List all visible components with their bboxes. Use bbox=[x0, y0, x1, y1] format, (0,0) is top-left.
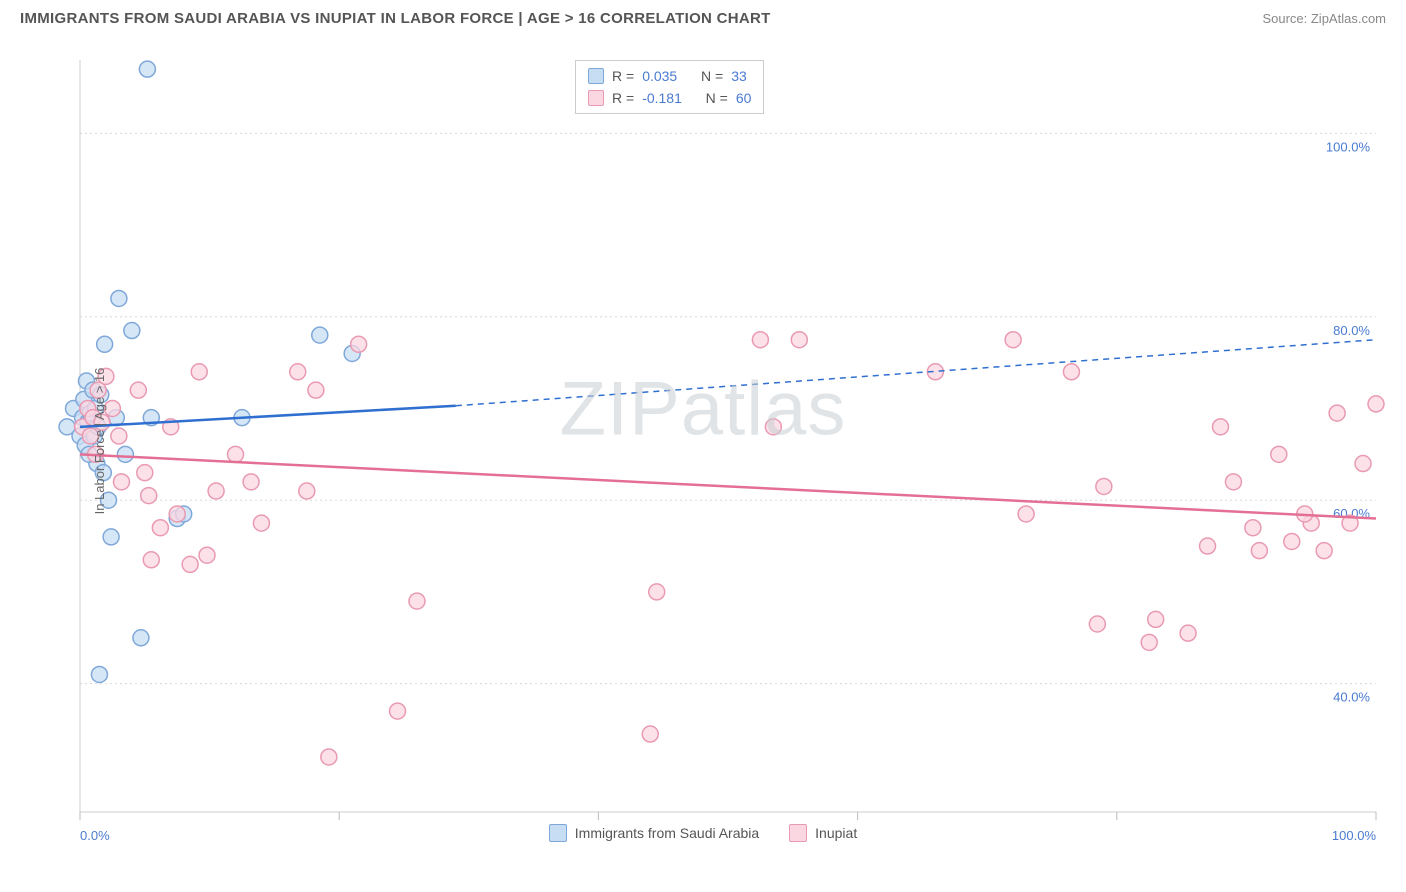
stats-n-value: 33 bbox=[731, 65, 747, 87]
svg-text:100.0%: 100.0% bbox=[1326, 139, 1371, 154]
svg-text:40.0%: 40.0% bbox=[1333, 690, 1370, 705]
stats-r-value: -0.181 bbox=[642, 87, 682, 109]
stats-legend-box: R = 0.035 N = 33R = -0.181 N = 60 bbox=[575, 60, 764, 114]
legend-item: Immigrants from Saudi Arabia bbox=[549, 824, 759, 842]
source-label: Source: ZipAtlas.com bbox=[1262, 11, 1386, 26]
stats-swatch bbox=[588, 68, 604, 84]
legend-swatch bbox=[789, 824, 807, 842]
stats-row: R = -0.181 N = 60 bbox=[588, 87, 751, 109]
legend-swatch bbox=[549, 824, 567, 842]
svg-text:80.0%: 80.0% bbox=[1333, 323, 1370, 338]
stats-n-label: N = bbox=[706, 87, 728, 109]
stats-r-label: R = bbox=[612, 87, 634, 109]
legend-label: Inupiat bbox=[815, 825, 857, 841]
stats-n-label: N = bbox=[701, 65, 723, 87]
legend-label: Immigrants from Saudi Arabia bbox=[575, 825, 759, 841]
header: IMMIGRANTS FROM SAUDI ARABIA VS INUPIAT … bbox=[0, 0, 1406, 33]
chart-container: In Labor Force | Age > 16 ZIPatlas 40.0%… bbox=[20, 40, 1386, 842]
legend-item: Inupiat bbox=[789, 824, 857, 842]
stats-r-label: R = bbox=[612, 65, 634, 87]
stats-r-value: 0.035 bbox=[642, 65, 677, 87]
chart-title: IMMIGRANTS FROM SAUDI ARABIA VS INUPIAT … bbox=[20, 10, 771, 27]
stats-n-value: 60 bbox=[736, 87, 752, 109]
stats-row: R = 0.035 N = 33 bbox=[588, 65, 751, 87]
y-axis-label: In Labor Force | Age > 16 bbox=[92, 368, 107, 515]
stats-swatch bbox=[588, 90, 604, 106]
bottom-legend: Immigrants from Saudi Arabia Inupiat bbox=[20, 824, 1386, 842]
scatter-plot: 40.0%60.0%80.0%100.0%0.0%100.0% bbox=[20, 40, 1386, 842]
